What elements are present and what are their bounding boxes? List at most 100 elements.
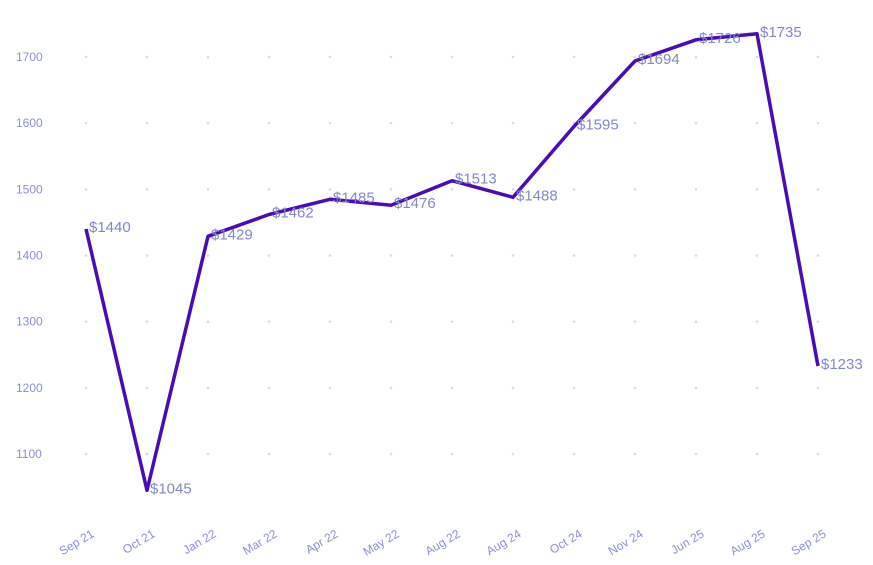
grid-dot [206, 121, 210, 125]
grid-dot [816, 386, 820, 390]
data-point-label: $1726 [699, 30, 741, 47]
grid-dot [572, 452, 576, 456]
grid-dot [816, 320, 820, 323]
x-axis-category-label: Jun 25 [668, 526, 706, 557]
grid-dot [267, 121, 271, 125]
grid-dot [633, 452, 637, 456]
grid-dot [145, 452, 149, 456]
grid-dot [145, 386, 149, 390]
data-point-label: $1476 [394, 195, 436, 212]
x-axis-category-label: Aug 24 [484, 526, 524, 558]
grid-dot [694, 452, 698, 456]
grid-dot [267, 254, 271, 257]
grid-dot [328, 254, 332, 257]
y-axis-tick-label: 1300 [16, 315, 43, 329]
x-axis-category-label: Apr 22 [303, 526, 341, 556]
grid-dot [206, 320, 210, 323]
data-point-label: $1045 [150, 480, 192, 497]
grid-dot [389, 121, 393, 125]
grid-dot [328, 386, 332, 390]
grid-dot [755, 386, 759, 390]
x-axis-category-label: Sep 21 [57, 526, 97, 558]
grid-dot [206, 188, 210, 191]
grid-dot [267, 386, 271, 390]
grid-dot [145, 188, 149, 191]
grid-dot [755, 452, 759, 456]
grid-dot [511, 55, 515, 59]
x-axis-category-label: Sep 25 [789, 526, 829, 558]
x-axis-category-label: Mar 22 [240, 526, 280, 557]
data-point-label: $1488 [516, 187, 558, 204]
grid-dot [389, 386, 393, 390]
grid-dot [450, 254, 454, 257]
grid-dot [511, 121, 515, 125]
data-point-label: $1513 [455, 171, 497, 188]
grid-dot [145, 320, 149, 323]
x-axis-category-label: Oct 24 [547, 526, 585, 556]
grid-dot [145, 254, 149, 257]
grid-dot [572, 320, 576, 323]
grid-dot [450, 188, 454, 191]
x-axis-category-label: Oct 21 [120, 526, 158, 556]
grid-dot [755, 55, 759, 59]
data-point-label: $1485 [333, 189, 375, 206]
data-point-label: $1595 [577, 116, 619, 133]
grid-dot [389, 320, 393, 323]
grid-dot [328, 320, 332, 323]
grid-dot [511, 386, 515, 390]
grid-dot [816, 55, 820, 59]
grid-dot [572, 188, 576, 191]
grid-dot [267, 320, 271, 323]
grid-dot [84, 386, 88, 390]
grid-dot [145, 121, 149, 125]
grid-dot [84, 320, 88, 323]
grid-dot [84, 55, 88, 59]
grid-dot [694, 254, 698, 257]
grid-dot [389, 254, 393, 257]
grid-dot [633, 55, 637, 59]
grid-dot [328, 121, 332, 125]
data-point-label: $1233 [821, 356, 863, 373]
grid-dot [389, 188, 393, 191]
grid-dot [816, 452, 820, 456]
grid-dot [328, 452, 332, 456]
grid-dot [816, 254, 820, 257]
grid-dot [694, 55, 698, 59]
data-point-label: $1429 [211, 226, 253, 243]
grid-dot [633, 320, 637, 323]
grid-dot [450, 386, 454, 390]
grid-dot [816, 121, 820, 125]
x-axis-category-label: Nov 24 [606, 526, 646, 558]
grid-dot [145, 55, 149, 59]
grid-dot [633, 254, 637, 257]
grid-dot [511, 452, 515, 456]
price-line-series[interactable] [84, 32, 820, 493]
x-axis-category-label: Aug 25 [728, 526, 768, 558]
grid-dot [206, 386, 210, 390]
grid-dot [84, 188, 88, 191]
y-axis-tick-label: 1200 [16, 381, 43, 395]
grid-dot [450, 452, 454, 456]
x-axis-category-label: Jan 22 [180, 526, 218, 557]
grid-dot [206, 452, 210, 456]
grid-dot [633, 188, 637, 191]
y-axis-tick-label: 1400 [16, 249, 43, 263]
grid-dot [633, 121, 637, 125]
grid-dot [267, 452, 271, 456]
grid-dot [572, 386, 576, 390]
grid-dot [694, 386, 698, 390]
grid-dot [694, 188, 698, 191]
x-axis-category-label: Aug 22 [423, 526, 463, 558]
y-axis-tick-label: 1700 [16, 50, 43, 64]
grid-dot [328, 188, 332, 191]
grid-dot [206, 254, 210, 257]
grid-dot [694, 320, 698, 323]
y-axis-tick-label: 1100 [16, 447, 42, 461]
grid-dot [84, 452, 88, 456]
grid-dot [389, 55, 393, 59]
grid-dot [84, 121, 88, 125]
grid-dot [816, 188, 820, 191]
grid-dot [450, 320, 454, 323]
